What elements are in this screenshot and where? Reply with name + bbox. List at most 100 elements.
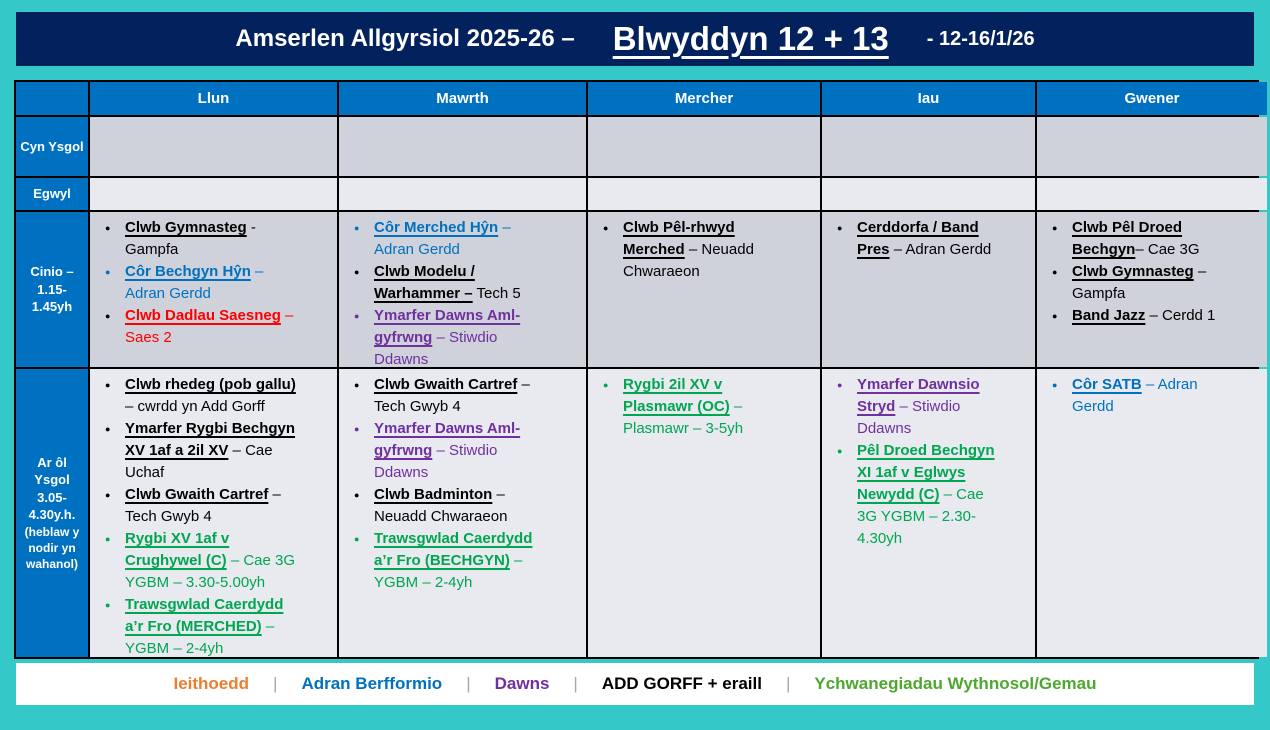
activity-detail: – Tech Gwyb 4: [374, 376, 530, 415]
bullet-icon: ●: [837, 380, 843, 390]
empty-cell: [339, 117, 586, 176]
day-header-iau: Iau: [822, 82, 1035, 115]
empty-cell: [822, 178, 1035, 210]
activity-title: Cerddorfa / Band Pres: [857, 219, 979, 258]
activity-item: ● Clwb Modelu / Warhammer – Tech 5: [339, 261, 586, 305]
bullet-icon: ●: [603, 223, 609, 233]
row-label-ar-ol-ysgol: Ar ôl Ysgol 3.05-4.30y.h. (heblaw y nodi…: [16, 369, 88, 657]
activity-title: Clwb Badminton: [374, 486, 493, 503]
activity-item: ● Clwb rhedeg (pob gallu) – cwrdd yn Add…: [90, 374, 337, 418]
bullet-icon: ●: [354, 223, 360, 233]
bullet-icon: ●: [1052, 267, 1058, 277]
activity-item: ● Clwb Dadlau Saesneg – Saes 2: [90, 305, 337, 349]
activity-title: Côr SATB: [1072, 376, 1142, 393]
legend-ychwanegiadau: Ychwanegiadau Wythnosol/Gemau: [814, 674, 1097, 693]
activity-title: Ymarfer Rygbi Bechgyn XV 1af a 2il XV: [125, 420, 296, 459]
activity-item: ● Ymarfer Dawns Aml-gyfrwng – Stiwdio Dd…: [339, 418, 586, 484]
activity-detail: – Saes 2: [125, 307, 294, 346]
legend-bar: Ieithoedd | Adran Berfformio | Dawns | A…: [16, 663, 1254, 705]
bullet-icon: ●: [1052, 380, 1058, 390]
corner-cell: [16, 82, 88, 115]
activity-title: Côr Merched Hŷn: [374, 219, 499, 236]
activity-detail: – Adran Gerdd: [889, 241, 992, 258]
activity-detail: – Cerdd 1: [1145, 307, 1216, 324]
bullet-icon: ●: [105, 311, 111, 321]
activity-item: ● Rygbi XV 1af v Crughywel (C) – Cae 3G …: [90, 528, 337, 594]
activity-item: ● Clwb Gymnasteg – Gampfa: [1037, 261, 1267, 305]
activity-detail: – cwrdd yn Add Gorff: [125, 398, 265, 415]
activity-title: Clwb Gymnasteg: [1072, 263, 1194, 280]
activity-item: ● Cerddorfa / Band Pres – Adran Gerdd: [822, 217, 1035, 261]
bullet-icon: ●: [354, 490, 360, 500]
activity-item: ● Clwb Badminton – Neuadd Chwaraeon: [339, 484, 586, 528]
activity-title: Clwb Gwaith Cartref: [374, 376, 518, 393]
activity-item: ● Ymarfer Rygbi Bechgyn XV 1af a 2il XV …: [90, 418, 337, 484]
activity-title: Trawsgwlad Caerdydd a’r Fro (BECHGYN): [374, 530, 533, 569]
row-label-cyn-ysgol: Cyn Ysgol: [16, 117, 88, 176]
empty-cell: [822, 117, 1035, 176]
activity-item: ● Côr Bechgyn Hŷn – Adran Gerdd: [90, 261, 337, 305]
empty-cell: [588, 117, 820, 176]
bullet-icon: ●: [603, 380, 609, 390]
activity-detail: – Adran Gerdd: [125, 263, 264, 302]
activity-detail: - Gampfa: [125, 219, 256, 258]
activity-item: ● Ymarfer Dawnsio Stryd – Stiwdio Ddawns: [822, 374, 1035, 440]
legend-separator: |: [573, 674, 578, 693]
day-header-gwener: Gwener: [1037, 82, 1267, 115]
activity-item: ● Pêl Droed Bechgyn XI 1af v Eglwys Newy…: [822, 440, 1035, 550]
cell-arol-mercher: ● Rygbi 2il XV v Plasmawr (OC) – Plasmaw…: [588, 369, 820, 657]
activity-title: Clwb Gymnasteg: [125, 219, 247, 236]
activity-detail: – YGBM – 2-4yh: [374, 552, 523, 591]
empty-cell: [339, 178, 586, 210]
activity-detail: – Stiwdio Ddawns: [374, 329, 498, 367]
activity-item: ● Ymarfer Dawns Aml-gyfrwng – Stiwdio Dd…: [339, 305, 586, 367]
bullet-icon: ●: [105, 600, 111, 610]
legend-separator: |: [785, 674, 791, 693]
activity-title: Clwb Pêl Droed Bechgyn: [1072, 219, 1183, 258]
activity-item: ● Clwb Gwaith Cartref – Tech Gwyb 4: [90, 484, 337, 528]
bullet-icon: ●: [105, 424, 111, 434]
cell-arol-llun: ● Clwb rhedeg (pob gallu) – cwrdd yn Add…: [90, 369, 337, 657]
activity-detail: – Cae 3G YGBM – 2.30-4.30yh: [857, 486, 984, 547]
title-prefix: Amserlen Allgyrsiol 2025-26 –: [235, 25, 575, 52]
row-label-note: (heblaw y nodir yn wahanol): [24, 524, 80, 572]
title-bar: Amserlen Allgyrsiol 2025-26 – Blwyddyn 1…: [16, 12, 1254, 66]
activity-detail: – Stiwdio Ddawns: [374, 442, 498, 481]
activity-detail: – Neuadd Chwaraeon: [623, 241, 754, 280]
cell-cinio-mercher: ● Clwb Pêl-rhwyd Merched – Neuadd Chwara…: [588, 212, 820, 367]
activity-detail: – Gampfa: [1072, 263, 1207, 302]
row-label-egwyl: Egwyl: [16, 178, 88, 210]
activity-detail: – Neuadd Chwaraeon: [374, 486, 508, 525]
bullet-icon: ●: [837, 446, 843, 456]
bullet-icon: ●: [354, 311, 360, 321]
bullet-icon: ●: [354, 267, 360, 277]
timetable: Llun Mawrth Mercher Iau Gwener Cyn Ysgol…: [14, 80, 1267, 659]
activity-detail: – Cae 3G: [1135, 241, 1200, 258]
activity-item: ● Clwb Pêl Droed Bechgyn– Cae 3G: [1037, 217, 1267, 261]
bullet-icon: ●: [354, 380, 360, 390]
cell-cinio-gwener: ● Clwb Pêl Droed Bechgyn– Cae 3G ● Clwb …: [1037, 212, 1267, 367]
bullet-icon: ●: [105, 534, 111, 544]
activity-item: ● Trawsgwlad Caerdydd a’r Fro (MERCHED) …: [90, 594, 337, 657]
activity-item: ● Côr SATB – Adran Gerdd: [1037, 374, 1267, 418]
cell-cinio-mawrth: ● Côr Merched Hŷn – Adran Gerdd ● Clwb M…: [339, 212, 586, 367]
title-date-range: - 12-16/1/26: [926, 27, 1035, 50]
activity-item: ● Côr Merched Hŷn – Adran Gerdd: [339, 217, 586, 261]
activity-title: Clwb Dadlau Saesneg: [125, 307, 281, 324]
activity-title: Clwb rhedeg (pob gallu): [125, 376, 296, 393]
cell-arol-gwener: ● Côr SATB – Adran Gerdd: [1037, 369, 1267, 657]
empty-cell: [90, 117, 337, 176]
day-header-mercher: Mercher: [588, 82, 820, 115]
bullet-icon: ●: [354, 534, 360, 544]
bullet-icon: ●: [1052, 223, 1058, 233]
legend-add-gorff: ADD GORFF + eraill: [601, 674, 762, 693]
bullet-icon: ●: [105, 223, 111, 233]
activity-detail: – Adran Gerdd: [1072, 376, 1198, 415]
activity-title: Pêl Droed Bechgyn XI 1af v Eglwys Newydd…: [857, 442, 995, 503]
activity-detail: – Tech Gwyb 4: [125, 486, 281, 525]
activity-title: Côr Bechgyn Hŷn: [125, 263, 251, 280]
activity-detail: – Adran Gerdd: [374, 219, 511, 258]
activity-detail: – Plasmawr – 3-5yh: [623, 398, 744, 437]
activity-title: Band Jazz: [1072, 307, 1146, 324]
activity-title: Ymarfer Dawns Aml-gyfrwng: [374, 420, 521, 459]
